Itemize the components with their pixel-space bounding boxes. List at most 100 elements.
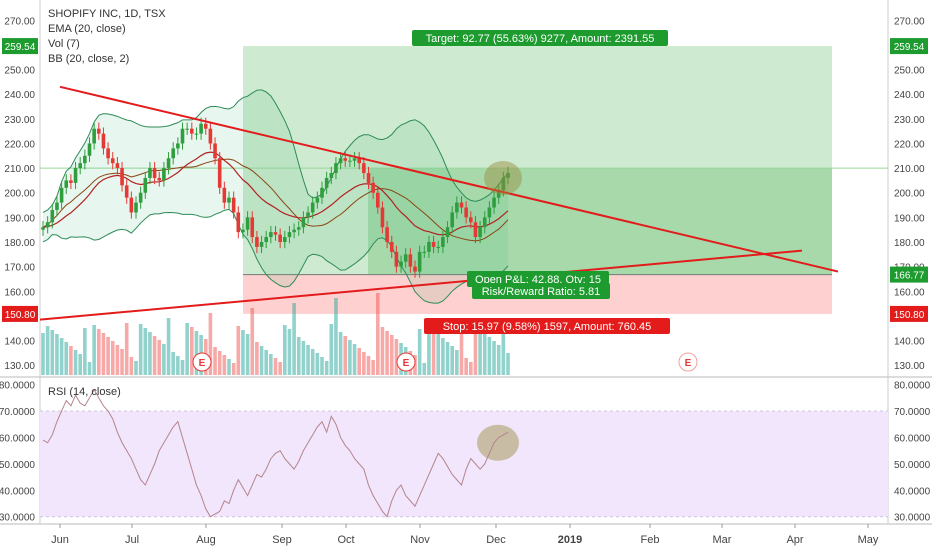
candle-body [403,254,408,262]
candle-body [482,217,487,228]
price-tick-left: 270.00 [4,16,35,27]
earnings-marker-label: E [403,358,410,369]
volume-bar [464,358,468,375]
volume-bar [469,362,473,375]
candle-body [255,237,259,247]
volume-bar [501,319,506,375]
volume-bar [427,326,431,375]
candle-body [292,229,296,233]
price-tick-right: 220.00 [894,139,925,150]
legend-bb[interactable]: BB (20, close, 2) [48,53,130,65]
volume-bar [87,362,92,375]
volume-bar [329,324,334,375]
time-label: Feb [641,534,660,546]
candle-body [64,180,69,188]
volume-bar [380,327,385,375]
candle-body [338,158,343,164]
volume-bar [59,338,64,375]
volume-bar [208,313,213,375]
volume-bar [236,326,241,375]
volume-bar [194,331,199,375]
price-pane [40,8,888,375]
volume-bar [129,357,134,375]
candle-body [324,177,329,188]
candle-body [310,202,315,213]
price-tick-left: 250.00 [4,66,35,77]
legend-rsi[interactable]: RSI (14, close) [48,386,121,398]
candle-body [455,202,459,213]
volume-bar [41,333,45,375]
candle-body [73,168,78,183]
volume-bar [385,331,389,375]
right-entry-badge-box [890,266,928,283]
right-target-badge-box [890,38,928,55]
volume-bar [445,342,450,375]
candle-body [45,222,50,228]
candle-body [436,246,441,248]
price-tick-right: 130.00 [894,361,925,372]
volume-bar [287,329,292,375]
candle-body [162,168,166,181]
volume-bar [50,330,55,375]
earnings-marker-label: E [685,358,692,369]
candle-body [306,212,310,218]
candle-body [441,237,445,247]
candle-body [301,217,306,228]
volume-bar [101,333,106,375]
candle-body [250,217,255,238]
volume-bar [162,344,166,375]
candle-body [492,197,496,208]
candle-body [231,197,236,213]
volume-bar [441,338,445,375]
candle-body [459,202,464,208]
volume-bar [83,328,87,375]
candle-body [222,187,227,203]
time-label: Dec [486,534,506,546]
rsi-tick-right: 50.0000 [894,460,931,471]
volume-bar [166,318,171,375]
volume-bar [315,353,320,375]
candle-body [213,143,217,159]
candle-body [343,158,348,161]
candle-body [143,177,148,193]
candle-body [422,251,427,253]
candle-body [41,227,45,230]
price-tick-right: 190.00 [894,213,925,224]
price-tick-right: 240.00 [894,90,925,101]
uptrend-line [39,249,803,321]
candle-body [408,254,413,267]
volume-bar [264,350,268,375]
candle-body [352,158,357,161]
volume-bar [92,325,96,375]
legend-symbol: SHOPIFY INC [48,8,119,20]
volume-bar [45,326,50,375]
volume-bar [157,340,162,375]
volume-bar [306,345,310,375]
price-tick-left: 200.00 [4,189,35,200]
rsi-tick-right: 60.0000 [894,433,931,444]
volume-bar [450,346,454,375]
candle-body [115,163,120,169]
volume-bar [334,298,338,375]
volume-bar [217,351,222,375]
left-target-badge: 259.54 [5,42,36,53]
candle-body [185,128,189,130]
target-label-box [412,30,668,46]
rsi-tick-right: 70.0000 [894,407,931,418]
candle-body [50,209,55,223]
volume-bar [55,334,59,375]
legend-ema[interactable]: EMA (20, close) [48,23,126,35]
candle-body [417,251,422,272]
time-label: Sep [272,534,292,546]
volume-bar [176,356,180,375]
candle-body [241,229,245,233]
candle-body [259,241,264,247]
candle-body [450,212,454,228]
volume-bar [389,335,394,375]
legend-vol[interactable]: Vol (7) [48,38,80,50]
volume-bar [492,341,496,375]
time-label: Aug [196,534,216,546]
candle-body [208,128,213,144]
volume-bar [436,334,441,375]
